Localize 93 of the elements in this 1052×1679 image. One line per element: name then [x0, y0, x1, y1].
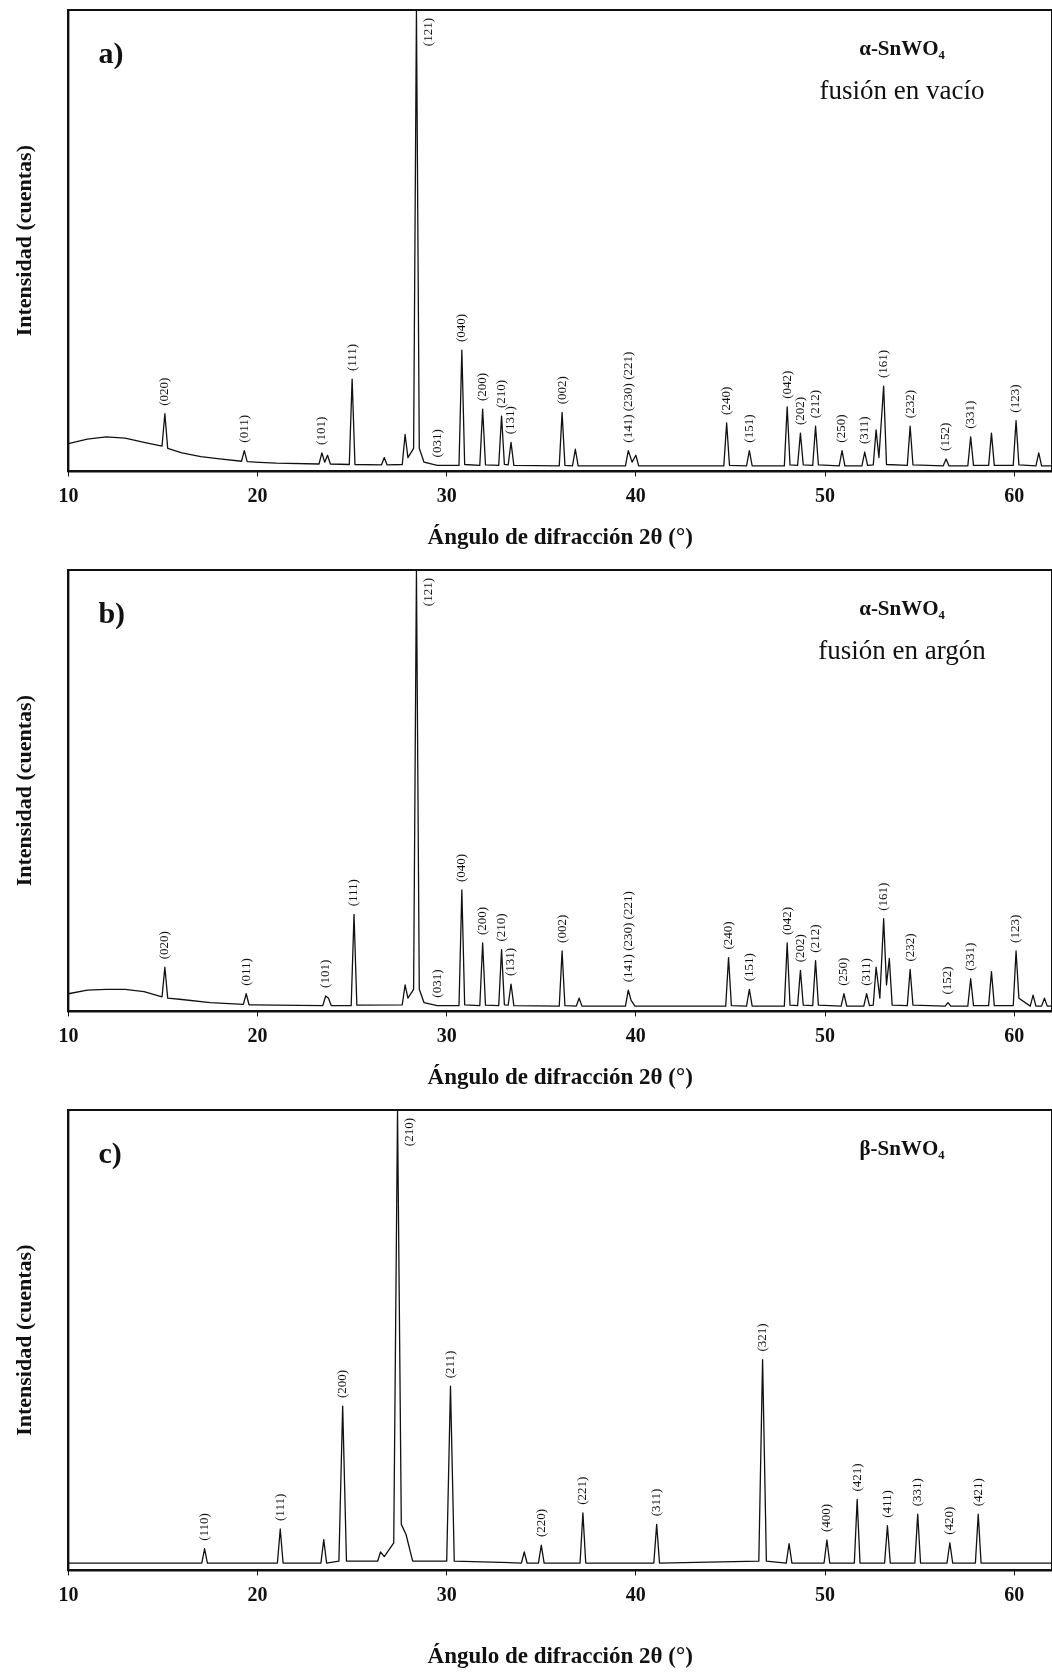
annotation: (042)	[778, 906, 794, 935]
annotation: (212)	[806, 390, 822, 419]
annotation: (020)	[156, 377, 172, 406]
annotation: (042)	[778, 370, 794, 399]
annotation: (161)	[875, 882, 891, 911]
annotation: (031)	[428, 969, 444, 998]
annotation: (331)	[962, 942, 978, 971]
annotation: (121)	[419, 577, 435, 607]
annotation: (250)	[835, 957, 851, 986]
x-tick-label: 50	[815, 1582, 836, 1605]
annotation: (101)	[313, 416, 329, 445]
annotation: (111)	[345, 879, 361, 907]
x-tick-label: 50	[815, 483, 836, 506]
annotation: (212)	[806, 924, 822, 953]
annotation: (101)	[317, 959, 333, 988]
x-tick-label: 40	[625, 1582, 646, 1605]
annotation: (240)	[719, 921, 735, 950]
annotation: (311)	[858, 958, 874, 986]
text: α-SnWO₄	[859, 36, 946, 61]
annotation: (121)	[419, 17, 435, 47]
y-axis-title: Intensidad (cuentas)	[10, 1244, 36, 1436]
annotation: (123)	[1007, 384, 1023, 413]
annotation: (131)	[502, 947, 518, 977]
annotation: (011)	[237, 958, 253, 986]
annotation: (220)	[532, 1508, 548, 1538]
x-tick-label: 30	[436, 483, 457, 506]
x-tick-label: 20	[247, 483, 268, 506]
text: a)	[98, 35, 124, 70]
annotation: (111)	[271, 1493, 287, 1521]
annotation: (311)	[648, 1488, 664, 1517]
annotation: (321)	[754, 1323, 770, 1352]
annotation: (232)	[901, 933, 917, 962]
annotation: (210)	[400, 1117, 416, 1147]
annotation: (002)	[553, 376, 569, 405]
annotation: (200)	[474, 372, 490, 402]
annotation: (420)	[941, 1506, 957, 1535]
x-tick-label: 40	[625, 483, 646, 506]
annotation: (011)	[235, 414, 251, 443]
annotation: (200)	[334, 1369, 350, 1399]
x-tick-label: 50	[815, 1023, 836, 1046]
annotation: (111)	[343, 343, 359, 372]
annotation: (152)	[939, 966, 955, 995]
x-tick-label: 10	[58, 1023, 79, 1046]
annotation: (002)	[553, 914, 569, 943]
x-tick-label: 60	[1004, 1023, 1025, 1046]
annotation: (202)	[791, 934, 807, 963]
annotation: (020)	[156, 931, 172, 960]
x-tick-label: 60	[1004, 483, 1025, 506]
annotation: (141) (230) (221)	[619, 891, 635, 983]
annotation: (221)	[574, 1476, 590, 1505]
annotation: (040)	[453, 313, 469, 343]
annotation: (210)	[492, 379, 508, 409]
annotation: (151)	[740, 414, 756, 443]
annotation: (421)	[848, 1463, 864, 1492]
y-axis-title: Intensidad (cuentas)	[10, 695, 36, 887]
annotation: (123)	[1007, 914, 1023, 943]
x-tick-label: 20	[247, 1582, 268, 1605]
annotation: (210)	[492, 913, 508, 942]
text: α-SnWO₄	[859, 596, 946, 621]
x-tick-label: 30	[436, 1582, 457, 1605]
annotation: (250)	[833, 414, 849, 443]
annotation: (151)	[740, 953, 756, 982]
annotation: (152)	[937, 422, 953, 451]
annotation: (331)	[962, 400, 978, 429]
x-axis-title: Ángulo de difracción 2θ (°)	[427, 524, 693, 550]
x-axis-title: Ángulo de difracción 2θ (°)	[427, 1643, 693, 1669]
annotation: fusión en argón	[818, 635, 987, 666]
x-tick-label: 60	[1004, 1582, 1025, 1605]
annotation: (411)	[878, 1490, 894, 1518]
annotation: (200)	[474, 906, 490, 935]
annotation: (031)	[428, 429, 444, 458]
annotation: (161)	[875, 349, 891, 379]
annotation: (211)	[441, 1350, 457, 1379]
annotation: (400)	[818, 1503, 834, 1533]
x-tick-label: 40	[625, 1023, 646, 1046]
text: c)	[98, 1135, 122, 1170]
annotation: (141) (230) (221)	[619, 351, 635, 443]
annotation: fusión en vacío	[819, 75, 985, 106]
x-tick-label: 10	[58, 1582, 79, 1605]
annotation: (040)	[453, 853, 469, 883]
annotation: (331)	[909, 1478, 925, 1507]
x-tick-label: 20	[247, 1023, 268, 1046]
text: β-SnWO₄	[859, 1136, 946, 1161]
y-axis-title: Intensidad (cuentas)	[10, 145, 36, 337]
x-tick-label: 30	[436, 1023, 457, 1046]
annotation: (240)	[718, 386, 734, 415]
annotation: (232)	[901, 390, 917, 419]
annotation: (421)	[969, 1478, 985, 1507]
annotation: (110)	[196, 1513, 212, 1541]
x-axis-title: Ángulo de difracción 2θ (°)	[427, 1064, 693, 1090]
annotation: (311)	[856, 416, 872, 445]
text: b)	[98, 595, 126, 630]
x-tick-label: 10	[58, 483, 79, 506]
